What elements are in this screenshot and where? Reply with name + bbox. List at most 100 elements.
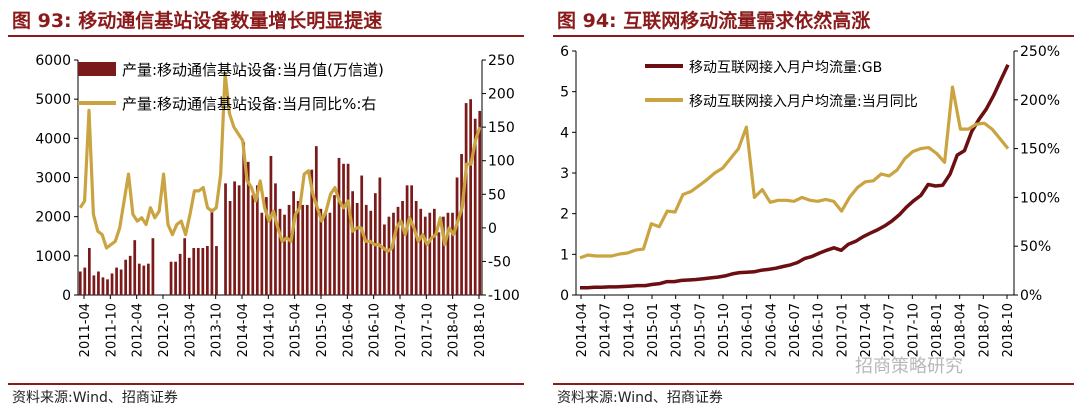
bar [355, 202, 359, 295]
x-tick-label: 2012-10 [157, 303, 172, 357]
x-tick-label: 2016-10 [812, 303, 827, 357]
chart-title: 图 93: 移动通信基站设备数量增长明显提速 [12, 10, 383, 32]
x-tick-label: 2017-10 [420, 303, 435, 357]
y-left-tick-label: 6000 [35, 53, 71, 69]
bar [274, 183, 277, 295]
bar [196, 248, 200, 295]
bar [255, 185, 259, 295]
bar [419, 208, 423, 295]
bar [337, 157, 341, 295]
bar [174, 261, 177, 295]
bar [83, 267, 87, 295]
y-right-tick-label: -50 [488, 254, 511, 270]
title-rule [553, 35, 1074, 37]
source-rule [553, 383, 1074, 385]
bar [137, 263, 141, 295]
y-left-tick-label: 1 [560, 247, 569, 263]
bar [92, 275, 96, 295]
bar [369, 210, 373, 295]
bar [437, 232, 441, 295]
bar [206, 246, 209, 295]
bar [333, 195, 336, 295]
bar [405, 185, 409, 295]
y-right-tick-label: -100 [488, 288, 520, 304]
y-left-tick-label: 2 [560, 207, 569, 223]
bar [169, 261, 173, 295]
bar [87, 248, 91, 295]
x-tick-label: 2018-07 [977, 303, 992, 357]
bar [187, 257, 191, 295]
chart-title: 图 94: 互联网移动流量需求依然高涨 [557, 10, 871, 32]
y-right-tick-label: 150 [488, 120, 515, 136]
bar [269, 155, 273, 295]
x-tick-label: 2018-04 [447, 303, 462, 357]
bar [387, 216, 391, 295]
legend-swatch [78, 62, 116, 76]
bar [183, 238, 187, 295]
y-right-tick-label: 250% [1020, 44, 1060, 60]
bar [324, 212, 327, 295]
x-tick-label: 2014-10 [262, 303, 277, 357]
bar [178, 253, 182, 295]
bar [228, 201, 232, 295]
legend-label: 移动互联网接入月户均流量:当月同比 [689, 93, 918, 110]
x-tick-label: 2013-10 [210, 303, 225, 357]
series-line [78, 71, 482, 253]
bar [278, 208, 282, 295]
y-right-tick-label: 100 [488, 154, 515, 170]
bar [224, 183, 227, 295]
x-tick-label: 2016-01 [741, 303, 756, 357]
bar [378, 177, 382, 295]
x-tick-label: 2014-04 [236, 303, 251, 357]
y-left-tick-label: 0 [560, 288, 569, 304]
bar [460, 154, 463, 295]
y-left-tick-label: 1000 [35, 249, 71, 265]
series-line [580, 64, 1010, 290]
y-left-tick-label: 2000 [35, 210, 71, 226]
bar [119, 269, 123, 295]
bar [396, 206, 400, 295]
bar [265, 197, 268, 295]
x-tick-label: 2017-07 [883, 303, 898, 357]
bar [287, 204, 291, 295]
bar [283, 214, 286, 295]
bar [142, 265, 146, 295]
bar [301, 204, 305, 295]
bar [292, 191, 295, 295]
x-tick-label: 2017-01 [835, 303, 850, 357]
x-tick-label: 2016-04 [341, 303, 356, 357]
bar [346, 163, 350, 295]
bar [233, 181, 236, 295]
y-right-tick-label: 250 [488, 53, 515, 69]
bar [401, 201, 404, 295]
bar [151, 238, 155, 295]
bar [146, 263, 150, 295]
bar [410, 185, 414, 295]
y-left-tick-label: 5 [560, 85, 569, 101]
x-tick-label: 2014-04 [575, 303, 590, 357]
bar [115, 267, 118, 295]
bar [469, 99, 473, 296]
bar [101, 277, 105, 295]
bar [192, 248, 196, 295]
bar [106, 279, 109, 295]
bar [414, 201, 418, 295]
x-tick-label: 2016-04 [764, 303, 779, 357]
y-right-tick-label: 0% [1020, 288, 1042, 304]
legend-label: 移动互联网接入月户均流量:GB [689, 59, 882, 76]
bar [246, 161, 250, 295]
x-tick-label: 2013-04 [183, 303, 198, 357]
bar [237, 185, 241, 295]
chart-94-plot: 0 1 2 3 4 5 6 0% 50% 100% 150% 200% 250% 2014-04 2014-… [560, 44, 1060, 357]
y-right-tick-label: 200% [1020, 93, 1060, 109]
bar [305, 204, 309, 295]
bar [360, 175, 364, 295]
x-tick-label: 2018-04 [954, 303, 969, 357]
x-tick-label: 2011-04 [78, 303, 93, 357]
legend-label: 产量:移动通信基站设备:当月值(万信道) [122, 61, 384, 79]
x-tick-label: 2012-04 [131, 303, 146, 357]
x-tick-label: 2014-07 [599, 303, 614, 357]
bar [442, 216, 445, 295]
bar [432, 208, 436, 295]
y-left-tick-label: 4 [560, 125, 569, 141]
